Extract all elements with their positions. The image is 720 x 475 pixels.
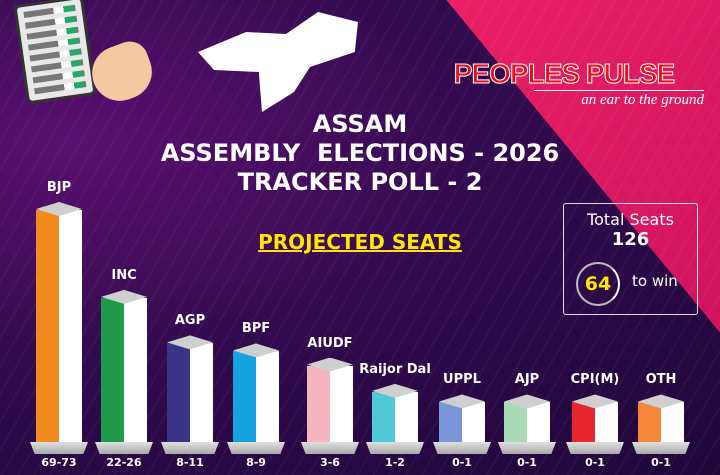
bar-value: 0-1 bbox=[585, 456, 605, 469]
majority-value: 64 bbox=[576, 262, 620, 306]
title-line: ASSAM bbox=[312, 110, 408, 138]
chart-subtitle: PROJECTED SEATS bbox=[258, 230, 462, 254]
bar-raijor-dal bbox=[372, 383, 418, 442]
title-line: TRACKER POLL - 2 bbox=[237, 168, 483, 196]
bar-label: INC bbox=[111, 267, 137, 283]
bar-label: AJP bbox=[514, 372, 540, 388]
title-line: ASSEMBLY ELECTIONS - 2026 bbox=[160, 139, 560, 167]
bar-agp bbox=[167, 335, 213, 442]
bar-label: BJP bbox=[46, 180, 72, 195]
bar-base bbox=[632, 442, 690, 454]
bar-label: AGP bbox=[174, 313, 206, 329]
bar-base bbox=[366, 442, 424, 454]
majority-label: to win bbox=[632, 272, 678, 290]
bar-inc bbox=[101, 289, 147, 442]
bar-value: 0-1 bbox=[651, 456, 671, 469]
bar-label: BPF bbox=[241, 321, 271, 337]
bar-value: 0-1 bbox=[517, 456, 537, 469]
bar-base bbox=[301, 442, 359, 454]
bar-value: 22-26 bbox=[106, 456, 142, 469]
bar-label: Raijor Dal bbox=[359, 361, 431, 377]
bar-value: 8-9 bbox=[246, 456, 266, 469]
total-seats-callout: Total Seats 126 64 to win bbox=[563, 203, 698, 315]
bar-value: 0-1 bbox=[452, 456, 472, 469]
bar-label: CPI(M) bbox=[570, 372, 620, 388]
bar-bjp bbox=[36, 202, 82, 442]
bar-base bbox=[566, 442, 624, 454]
bar-ajp bbox=[504, 394, 550, 442]
bar-label: UPPL bbox=[443, 372, 481, 388]
bar-bpf bbox=[233, 343, 279, 442]
bar-base bbox=[498, 442, 556, 454]
brand-tagline: an ear to the ground bbox=[534, 90, 704, 109]
bar-oth bbox=[638, 394, 684, 442]
bar-base bbox=[30, 442, 88, 454]
bar-value: 8-11 bbox=[176, 456, 204, 469]
bar-label: AIUDF bbox=[307, 335, 353, 351]
total-seats-value: 126 bbox=[611, 229, 650, 250]
bar-base bbox=[161, 442, 219, 454]
bar-value: 69-73 bbox=[41, 456, 77, 469]
brand-logo: PEOPLES PULSE an ear to the ground bbox=[424, 58, 704, 109]
bar-value: 3-6 bbox=[320, 456, 340, 469]
total-seats-label: Total Seats bbox=[587, 210, 674, 229]
bar-aiudf bbox=[307, 357, 353, 442]
bar-base bbox=[95, 442, 153, 454]
bar-cpi-m- bbox=[572, 394, 618, 442]
bar-base bbox=[227, 442, 285, 454]
brand-name: PEOPLES PULSE bbox=[453, 58, 675, 90]
page-title: ASSAM ASSEMBLY ELECTIONS - 2026 TRACKER … bbox=[0, 110, 720, 197]
bar-label: OTH bbox=[645, 372, 677, 388]
bar-base bbox=[433, 442, 491, 454]
bar-value: 1-2 bbox=[385, 456, 405, 469]
bar-uppl bbox=[439, 394, 485, 442]
